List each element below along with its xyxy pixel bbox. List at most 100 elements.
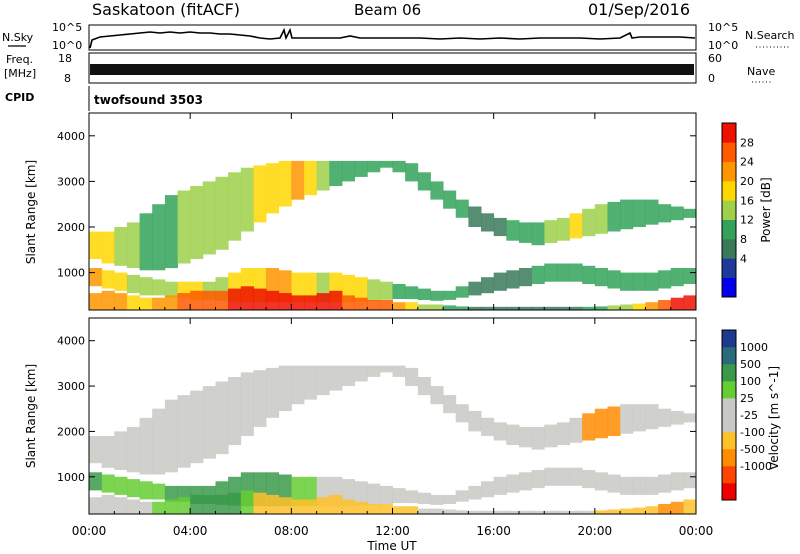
velocity-echo-cell [544, 467, 558, 486]
velocity-colorbar-tick: -1000 [740, 460, 772, 473]
velocity-ytick-label: 4000 [57, 335, 85, 348]
power-echo-cell [152, 279, 166, 296]
velocity-echo-cell [582, 510, 596, 514]
velocity-colorbar-swatch [722, 483, 736, 501]
velocity-echo-cell [392, 365, 406, 377]
velocity-colorbar-swatch [722, 432, 736, 450]
power-echo-cell [304, 160, 318, 196]
power-echo-cell [506, 220, 520, 241]
velocity-echo-cell [683, 499, 697, 514]
velocity-echo-cell [190, 390, 204, 464]
velocity-echo-cell [658, 408, 672, 427]
power-echo-cell [228, 288, 242, 310]
nsearch-tick-min: 10^0 [708, 39, 738, 52]
velocity-echo-cell [493, 510, 507, 514]
power-colorbar-tick: 20 [740, 175, 754, 188]
power-colorbar-swatch [722, 142, 736, 162]
power-echo-cell [493, 217, 507, 237]
power-echo-cell [544, 220, 558, 243]
velocity-echo-cell [367, 483, 381, 505]
power-echo-cell [645, 302, 659, 310]
velocity-echo-cell [556, 510, 570, 514]
power-echo-cell [455, 286, 469, 298]
power-echo-cell [304, 272, 318, 303]
power-echo-cell [569, 213, 583, 239]
power-echo-cell [683, 268, 697, 284]
velocity-echo-cell [468, 485, 482, 500]
velocity-echo-cell [379, 485, 393, 504]
power-echo-cell [430, 181, 444, 200]
velocity-echo-cell [354, 501, 368, 515]
power-echo-cell [632, 272, 646, 291]
power-echo-cell [367, 300, 381, 310]
velocity-echo-cell [266, 494, 280, 514]
velocity-echo-cell [443, 509, 457, 514]
power-echo-cell [506, 270, 520, 289]
velocity-echo-cell [556, 467, 570, 486]
power-echo-cell [683, 295, 697, 310]
velocity-colorbar-tick: 500 [740, 358, 761, 371]
power-echo-cell [354, 297, 368, 310]
velocity-echo-cell [164, 485, 178, 502]
power-echo-cell [430, 290, 444, 301]
power-echo-cell [481, 277, 495, 294]
velocity-echo-cell [190, 494, 204, 514]
power-echo-cell [164, 295, 178, 310]
velocity-echo-cell [455, 510, 469, 514]
power-echo-cell [164, 195, 178, 269]
power-echo-cell [177, 190, 191, 264]
velocity-echo-cell [202, 386, 216, 459]
power-ylabel: Slant Range [km] [24, 160, 38, 264]
velocity-echo-cell [291, 499, 305, 514]
velocity-echo-cell [455, 490, 469, 502]
velocity-ytick-label: 3000 [57, 380, 85, 393]
velocity-echo-cell [392, 506, 406, 514]
velocity-echo-cell [506, 510, 520, 514]
velocity-echo-cell [291, 476, 305, 507]
power-colorbar-tick: 8 [740, 233, 747, 246]
velocity-echo-cell [405, 367, 419, 386]
xtick-label: 04:00 [173, 524, 208, 538]
power-echo-cell [443, 305, 457, 310]
velocity-echo-cell [329, 494, 343, 514]
velocity-echo-cell [202, 494, 216, 514]
power-echo-cell [417, 288, 431, 300]
velocity-colorbar-frame [721, 329, 737, 501]
power-echo-cell [405, 286, 419, 300]
power-colorbar-tick: 16 [740, 194, 754, 207]
power-echo-cell [658, 204, 672, 223]
velocity-echo-cell [430, 386, 444, 405]
velocity-colorbar-tick: 1000 [740, 341, 768, 354]
velocity-echo-cell [152, 501, 166, 515]
power-echo-cell [392, 302, 406, 310]
velocity-echo-cell [354, 481, 368, 506]
power-echo-cell [379, 160, 393, 168]
power-echo-cell [253, 288, 267, 310]
power-echo-cell [164, 281, 178, 298]
power-echo-cell [190, 290, 204, 310]
velocity-echo-cell [291, 365, 305, 405]
power-echo-cell [594, 306, 608, 310]
power-echo-cell [392, 284, 406, 299]
power-echo-cell [89, 293, 103, 310]
power-echo-cell [519, 268, 533, 287]
power-echo-cell [101, 270, 115, 289]
power-echo-cell [443, 290, 457, 300]
velocity-echo-cell [215, 381, 229, 455]
power-echo-cell [531, 306, 545, 310]
velocity-echo-cell [544, 424, 558, 448]
velocity-echo-cell [544, 510, 558, 514]
power-echo-cell [417, 304, 431, 310]
power-echo-cell [531, 222, 545, 246]
velocity-echo-cell [443, 395, 457, 414]
power-echo-cell [594, 204, 608, 234]
power-echo-cell [405, 302, 419, 310]
velocity-echo-cell [152, 483, 166, 500]
velocity-echo-cell [683, 413, 697, 423]
velocity-echo-cell [126, 479, 140, 498]
power-colorbar-tick: 28 [740, 136, 754, 149]
xtick-label: 20:00 [578, 524, 613, 538]
velocity-echo-cell [658, 474, 672, 493]
power-echo-cell [202, 290, 216, 310]
velocity-colorbar-swatch [722, 449, 736, 467]
